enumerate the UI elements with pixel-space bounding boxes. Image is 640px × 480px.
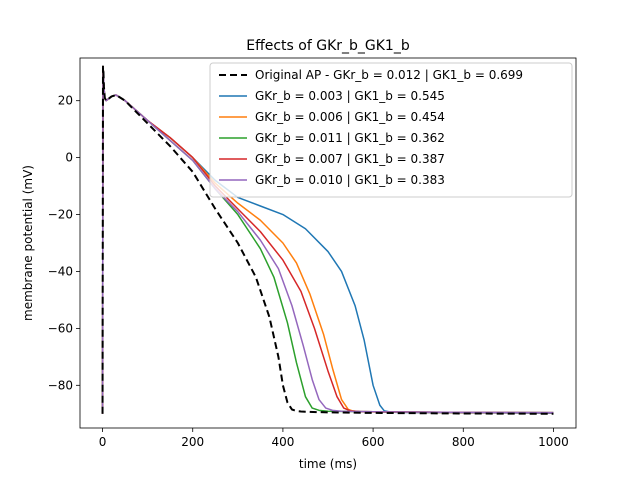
plot-frame <box>79 57 577 429</box>
y-tick-label: −20 <box>48 208 73 222</box>
x-tick-label: 200 <box>181 435 204 449</box>
series-group <box>101 65 554 415</box>
x-tick-label: 400 <box>271 435 294 449</box>
x-axis: 0 200 400 600 800 1000 <box>99 428 569 449</box>
x-tick-label: 600 <box>362 435 385 449</box>
x-axis-label: time (ms) <box>299 457 357 471</box>
legend-label: GKr_b = 0.007 | GK1_b = 0.387 <box>255 152 445 166</box>
legend-label: GKr_b = 0.011 | GK1_b = 0.362 <box>255 131 445 145</box>
legend-box <box>209 62 573 198</box>
legend: Original AP - GKr_b = 0.012 | GK1_b = 0.… <box>209 62 573 198</box>
legend-label: GKr_b = 0.010 | GK1_b = 0.383 <box>255 173 445 187</box>
x-tick-label: 800 <box>452 435 475 449</box>
y-axis-label: membrane potential (mV) <box>21 165 35 321</box>
chart-title: Effects of GKr_b_GK1_b <box>246 38 410 54</box>
x-tick-label: 1000 <box>538 435 569 449</box>
y-axis: −80 −60 −40 −20 0 20 <box>48 94 80 392</box>
x-tick-label: 0 <box>99 435 107 449</box>
y-tick-label: −60 <box>48 321 73 335</box>
y-tick-label: −40 <box>48 264 73 278</box>
y-tick-label: −80 <box>48 378 73 392</box>
legend-label: GKr_b = 0.006 | GK1_b = 0.454 <box>255 110 445 124</box>
series-line-5 <box>101 65 554 415</box>
legend-label: GKr_b = 0.003 | GK1_b = 0.545 <box>255 89 445 103</box>
y-tick-label: 0 <box>65 151 73 165</box>
y-tick-label: 20 <box>58 94 73 108</box>
legend-label: Original AP - GKr_b = 0.012 | GK1_b = 0.… <box>255 68 523 82</box>
